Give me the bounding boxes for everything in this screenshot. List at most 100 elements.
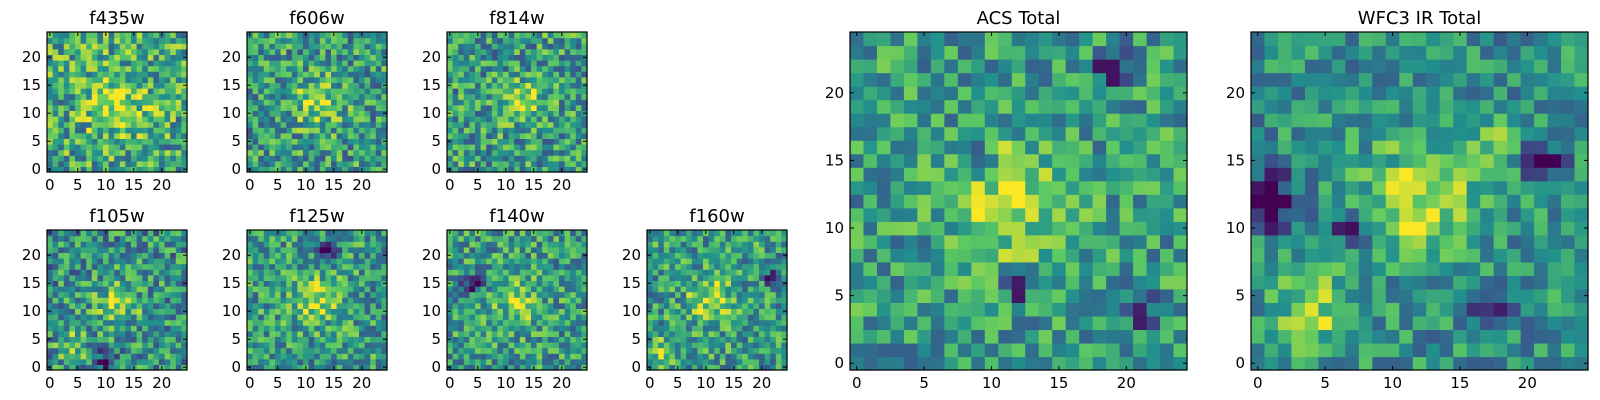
heatmap-cell [850,356,865,371]
heatmap-cell [697,246,704,253]
heatmap-cell [331,149,338,156]
heatmap-cell [159,149,166,156]
heatmap-cell [714,269,721,276]
heatmap-cell [917,302,932,317]
heatmap-cell [447,274,454,281]
heatmap-cell [1146,329,1161,344]
heatmap-cell [876,356,892,371]
heatmap-cell [764,302,771,309]
heatmap-cell [475,60,482,67]
heatmap-cell [103,76,110,83]
heatmap-cell [475,127,482,134]
heatmap-cell [708,336,715,343]
heatmap-cell [553,132,560,139]
heatmap-cell [69,144,76,151]
heatmap-cell [1133,207,1148,222]
heatmap-cell [469,286,476,293]
heatmap-cell [319,160,326,167]
heatmap-cell [80,263,87,270]
heatmap-cell [263,330,270,337]
plot-frame [246,229,388,371]
heatmap-cell [775,302,782,309]
heatmap-cell [159,308,166,315]
heatmap-cell [957,221,972,236]
heatmap-cell [508,166,515,173]
heatmap-cell [80,235,87,242]
heatmap-cell [469,155,476,162]
heatmap-cell [47,99,54,106]
heatmap-cell [336,93,343,100]
heatmap-cell [297,246,304,253]
heatmap-cell [575,230,582,237]
heatmap-cell [575,353,582,360]
heatmap-cell [714,308,721,315]
heatmap-cell [342,342,349,349]
heatmap-cell [714,353,721,360]
heatmap-cell [153,54,160,61]
heatmap-cell [142,127,149,134]
heatmap-cell [475,144,482,151]
heatmap-cell [463,54,470,61]
heatmap-cell [876,329,892,344]
heatmap-cell [125,302,132,309]
y-tick-label: 20 [422,246,441,264]
heatmap-cell [63,110,70,117]
heatmap-cell [381,269,388,276]
heatmap-cell [280,308,287,315]
heatmap-cell [370,274,377,281]
heatmap-cell [458,76,465,83]
heatmap-cell [347,144,354,151]
heatmap-cell [119,258,126,265]
heatmap-cell [153,297,160,304]
heatmap-cell [525,246,532,253]
heatmap-cell [108,155,115,162]
heatmap-cell [275,252,282,259]
heatmap-cell [759,353,766,360]
heatmap-cell [447,144,454,151]
heatmap-cell [359,246,366,253]
heatmap-cell [286,258,293,265]
heatmap-cell [103,60,110,67]
heatmap-cell [319,116,326,123]
heatmap-cell [491,330,498,337]
heatmap-cell [480,166,487,173]
heatmap-cell [658,358,665,365]
heatmap-cell [63,166,70,173]
heatmap-cell [370,54,377,61]
heatmap-cell [108,302,115,309]
heatmap-cell [680,269,687,276]
heatmap-cell [269,252,276,259]
heatmap-cell [286,93,293,100]
heatmap-cell [469,132,476,139]
heatmap-cell [917,248,932,263]
heatmap-cell [336,258,343,265]
heatmap-cell [1146,234,1161,249]
heatmap-cell [170,93,177,100]
heatmap-cell [75,60,82,67]
heatmap-cell [359,71,366,78]
heatmap-cell [747,308,754,315]
heatmap-cell [119,297,126,304]
heatmap-cell [314,274,321,281]
heatmap-cell [525,71,532,78]
heatmap-cell [536,241,543,248]
heatmap-cell [370,155,377,162]
heatmap-cell [80,297,87,304]
heatmap-cell [303,82,310,89]
heatmap-cell [547,121,554,128]
heatmap-cell [342,235,349,242]
heatmap-cell [336,330,343,337]
heatmap-cell [308,246,315,253]
heatmap-cell [181,37,188,44]
heatmap-cell [297,54,304,61]
heatmap-cell [364,65,371,72]
heatmap-cell [486,274,493,281]
heatmap-cell [1011,180,1026,195]
heatmap-cell [170,138,177,145]
heatmap-cell [69,116,76,123]
heatmap-cell [370,138,377,145]
heatmap-cell [984,275,999,290]
heatmap-cell [375,258,382,265]
heatmap-cell [303,347,310,354]
x-tick-label: 5 [473,176,483,194]
